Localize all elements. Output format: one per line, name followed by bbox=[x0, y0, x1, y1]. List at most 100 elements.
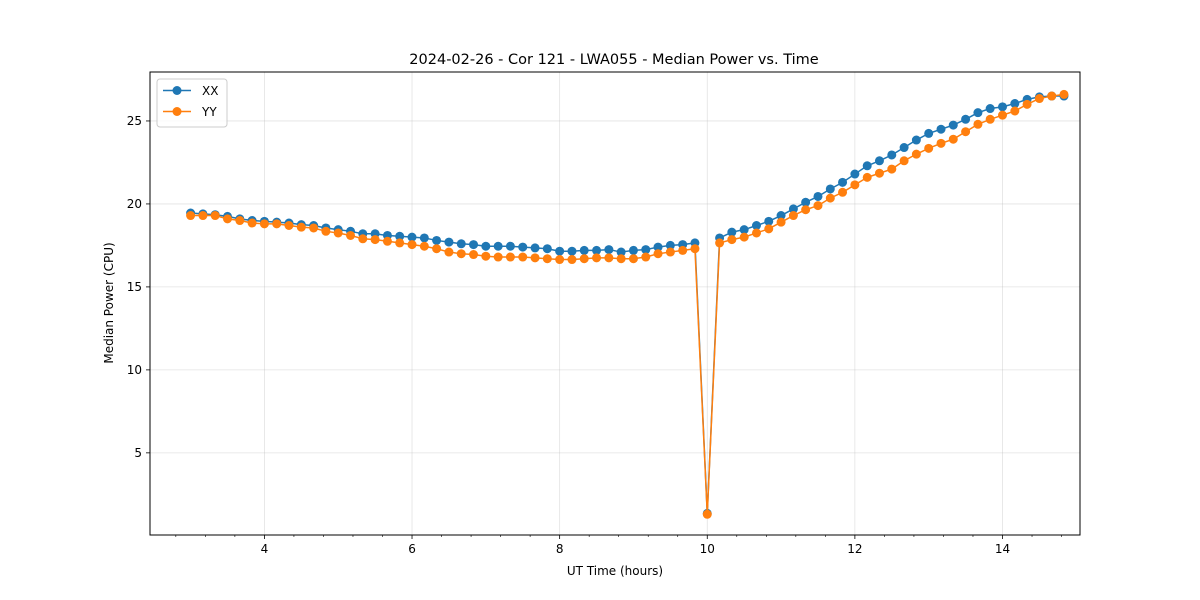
series-xx-point bbox=[874, 156, 884, 166]
series-xx-point bbox=[579, 245, 589, 255]
series-yy-point bbox=[764, 224, 774, 234]
series-yy-point bbox=[665, 247, 675, 257]
x-tick-label: 14 bbox=[995, 542, 1010, 556]
series-xx-point bbox=[985, 104, 995, 114]
series-yy-point bbox=[739, 232, 749, 242]
series-xx-point bbox=[813, 191, 823, 201]
series-xx-point bbox=[961, 114, 971, 124]
series-yy-point bbox=[382, 236, 392, 246]
series-xx-point bbox=[899, 143, 909, 153]
series-yy-point bbox=[838, 187, 848, 197]
y-axis: 5 10 15 20 25 bbox=[127, 114, 150, 460]
series-xx-point bbox=[432, 235, 442, 245]
series-xx-point bbox=[518, 242, 528, 252]
y-tick-label: 5 bbox=[134, 446, 142, 460]
series-xx-point bbox=[924, 128, 934, 138]
series-yy-point bbox=[776, 217, 786, 227]
series-yy-point bbox=[333, 228, 343, 238]
series-xx-point bbox=[764, 216, 774, 226]
x-tick-label: 12 bbox=[847, 542, 862, 556]
series-xx-point bbox=[825, 184, 835, 194]
legend-xx-label: XX bbox=[202, 84, 218, 98]
series-xx-point bbox=[776, 211, 786, 221]
x-tick-label: 10 bbox=[700, 542, 715, 556]
series-xx-point bbox=[395, 231, 405, 241]
series-yy-point bbox=[850, 180, 860, 190]
series-yy-point bbox=[579, 254, 589, 264]
series-yy-point bbox=[296, 222, 306, 232]
series-xx-point bbox=[788, 204, 798, 214]
series-yy-point bbox=[481, 251, 491, 261]
series-xx-point bbox=[653, 242, 663, 252]
series-yy-point bbox=[899, 156, 909, 166]
legend-xx-marker bbox=[172, 86, 182, 95]
series-yy-point bbox=[628, 254, 638, 264]
series-xx-point bbox=[444, 237, 454, 247]
series-xx-point bbox=[727, 227, 737, 237]
series-xx-point bbox=[998, 102, 1007, 112]
series-xx-point bbox=[801, 197, 811, 207]
series-yy-point bbox=[998, 110, 1007, 120]
legend-yy-marker bbox=[172, 107, 182, 116]
series-yy-point bbox=[542, 254, 552, 264]
series-xx-point bbox=[887, 150, 897, 160]
x-axis-title: UT Time (hours) bbox=[567, 564, 663, 578]
series-xx-point bbox=[469, 240, 479, 250]
series-yy-point bbox=[456, 249, 466, 259]
series-xx-point bbox=[604, 245, 614, 255]
x-tick-label: 8 bbox=[556, 542, 564, 556]
series-xx-point bbox=[665, 240, 675, 250]
grid bbox=[150, 72, 1080, 535]
series-xx-point bbox=[739, 225, 749, 235]
legend-yy-label: YY bbox=[201, 105, 217, 119]
series-xx-point bbox=[456, 239, 466, 249]
series-xx-point bbox=[936, 124, 946, 134]
series-xx-point bbox=[567, 246, 577, 256]
series-yy-point bbox=[788, 211, 798, 221]
series-xx-point bbox=[407, 232, 417, 242]
series-yy-point bbox=[727, 235, 737, 245]
series-xx-point bbox=[973, 108, 983, 118]
series-xx-point bbox=[592, 245, 602, 255]
series-yy-point bbox=[259, 219, 269, 229]
series-yy-point bbox=[309, 223, 319, 233]
series-xx-point bbox=[751, 221, 761, 230]
series-yy-point bbox=[247, 218, 257, 228]
series-yy-point bbox=[825, 193, 835, 203]
series-yy bbox=[186, 89, 1069, 519]
series-yy-point bbox=[419, 241, 429, 251]
series-yy-point bbox=[813, 201, 823, 211]
series-yy-point bbox=[358, 234, 368, 244]
series-yy-point bbox=[1010, 106, 1020, 116]
x-tick-label: 6 bbox=[408, 542, 416, 556]
series-yy-point bbox=[235, 216, 245, 226]
series-yy-point bbox=[469, 250, 479, 260]
series-yy-point bbox=[985, 114, 995, 124]
legend: XX YY bbox=[156, 78, 228, 128]
series-yy-point bbox=[604, 253, 614, 263]
series-yy-point bbox=[272, 219, 282, 229]
x-tick-label: 4 bbox=[261, 542, 269, 556]
series-yy-point bbox=[370, 235, 380, 245]
series-yy-point bbox=[444, 247, 454, 257]
series-xx-point bbox=[850, 169, 860, 179]
series-xx-point bbox=[555, 246, 565, 256]
series-yy-point bbox=[862, 172, 872, 182]
series-yy-point bbox=[555, 255, 565, 265]
series-xx-point bbox=[862, 161, 872, 171]
series-xx-point bbox=[616, 247, 626, 257]
series-yy-point bbox=[874, 168, 884, 178]
series-yy-point bbox=[592, 253, 602, 263]
series-yy-point bbox=[407, 240, 417, 250]
series-yy-point bbox=[690, 244, 700, 254]
series-xx-point bbox=[948, 120, 958, 130]
series-yy-point bbox=[936, 138, 946, 148]
series-xx-point bbox=[481, 241, 491, 251]
series-xx-point bbox=[493, 241, 503, 251]
series-yy-point bbox=[1034, 94, 1044, 104]
series-xx-point bbox=[505, 241, 515, 251]
series-xx-point bbox=[419, 233, 429, 243]
series-yy-point bbox=[961, 127, 971, 137]
x-axis: 4 6 8 10 12 14 bbox=[175, 535, 1062, 556]
